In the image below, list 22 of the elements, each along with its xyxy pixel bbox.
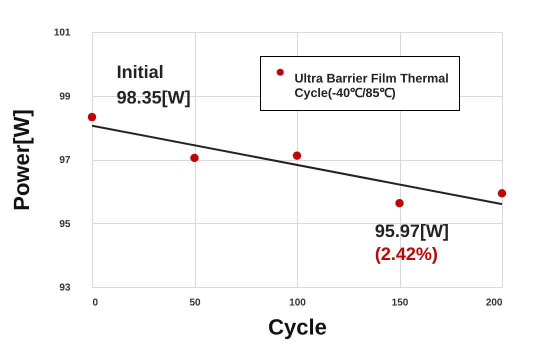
y-tick-label: 95	[59, 218, 71, 230]
point	[190, 154, 199, 162]
point	[88, 112, 96, 122]
y-tick-label: 93	[59, 282, 71, 294]
x-tick-label: 50	[189, 298, 201, 308]
annotation: (2.42%)	[374, 244, 438, 264]
x-tick-label: 200	[486, 298, 503, 308]
annotation: 95.97[W]	[374, 221, 449, 242]
x-tick-label: 0	[92, 298, 98, 308]
x-tick-label: 100	[289, 298, 306, 308]
annotation: 98.35[W]	[116, 87, 191, 108]
y-tick-label: 101	[54, 28, 71, 38]
point	[292, 152, 302, 160]
x-tick-label: 150	[392, 298, 409, 308]
annotation: Initial	[116, 62, 164, 82]
y-tick-label: 97	[59, 155, 71, 166]
point	[498, 189, 506, 198]
y-tick-label: 99	[59, 91, 71, 102]
x-axis-title: Cycle	[268, 314, 327, 340]
y-axis-title: Power[W]	[8, 109, 34, 211]
point	[395, 198, 404, 208]
legend-label: Ultra Barrier Film Thermal Cycle(-40℃/85℃)	[294, 71, 449, 100]
